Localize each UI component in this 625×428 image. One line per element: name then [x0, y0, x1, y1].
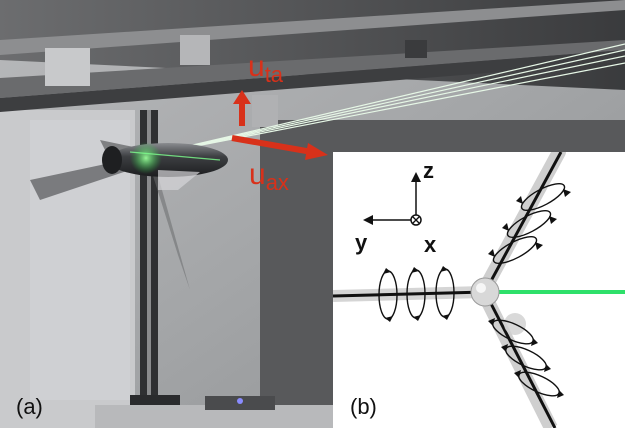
axis-z-label: z — [423, 158, 434, 183]
panel-a-label: (a) — [16, 394, 43, 419]
axis-x-label: x — [424, 232, 437, 257]
u-ta-label: uta — [248, 50, 284, 87]
rotor-schematic — [333, 152, 625, 428]
u-ax-label: uax — [249, 158, 289, 195]
axis-y-label: y — [355, 230, 368, 255]
panel-b-label: (b) — [350, 394, 377, 419]
